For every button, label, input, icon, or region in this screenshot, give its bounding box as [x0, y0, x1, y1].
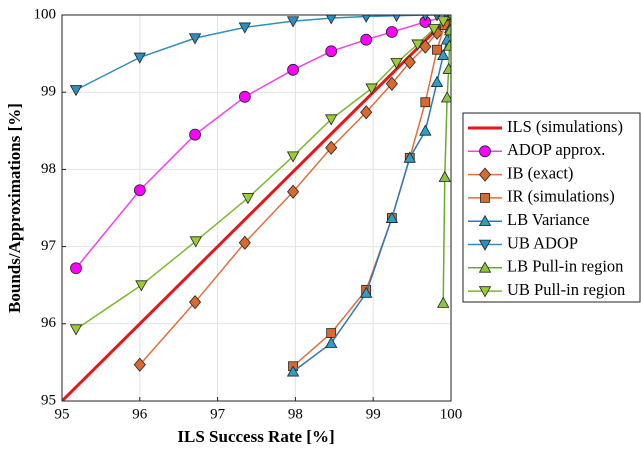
marker	[420, 97, 431, 108]
marker	[360, 105, 373, 120]
marker	[478, 167, 492, 182]
marker	[135, 280, 148, 292]
marker	[480, 192, 490, 203]
x-tick-label: 96	[132, 406, 148, 422]
marker	[385, 76, 398, 91]
y-tick-label: 100	[34, 6, 57, 22]
y-tick-label: 96	[41, 315, 57, 331]
marker	[427, 24, 441, 36]
marker	[478, 239, 492, 251]
x-tick-label: 99	[366, 406, 381, 422]
y-tick-label: 95	[41, 392, 56, 408]
marker	[241, 193, 255, 205]
marker	[403, 54, 416, 70]
y-tick-label: 99	[41, 84, 56, 100]
legend-label: UB Pull-in region	[507, 280, 625, 299]
legend-label: UB ADOP	[507, 233, 578, 252]
marker	[189, 295, 202, 310]
marker	[421, 15, 429, 22]
marker	[437, 296, 450, 308]
legend-label: IB (exact)	[507, 163, 573, 182]
legend-label: ILS (simulations)	[507, 117, 623, 136]
marker	[286, 16, 300, 28]
legend-label: IR (simulations)	[507, 187, 615, 206]
marker	[361, 15, 371, 23]
marker	[433, 15, 441, 22]
marker	[133, 52, 146, 64]
x-tick-label: 97	[210, 406, 226, 422]
marker	[443, 39, 451, 51]
marker	[325, 45, 338, 58]
marker	[478, 214, 492, 227]
series-line	[62, 15, 451, 401]
marker	[325, 15, 337, 25]
marker	[478, 261, 492, 273]
marker	[430, 75, 444, 87]
marker	[419, 124, 432, 136]
marker	[286, 365, 300, 377]
marker	[385, 26, 398, 38]
marker	[238, 22, 252, 34]
marker	[390, 58, 403, 70]
marker	[69, 324, 83, 336]
marker	[438, 170, 451, 182]
marker	[133, 184, 146, 197]
marker	[189, 128, 201, 141]
marker	[286, 151, 300, 163]
marker	[188, 33, 202, 45]
marker	[287, 63, 299, 76]
marker	[360, 33, 373, 46]
x-tick-label: 98	[288, 406, 303, 422]
marker	[419, 39, 432, 54]
marker	[238, 90, 251, 103]
marker	[365, 83, 378, 95]
x-axis-label: ILS Success Rate [%]	[177, 427, 334, 446]
marker	[287, 184, 300, 199]
marker	[437, 16, 450, 28]
y-tick-label: 98	[41, 161, 56, 177]
marker	[238, 235, 251, 250]
marker	[325, 140, 338, 155]
plot-frame	[61, 14, 452, 402]
marker	[444, 24, 451, 36]
marker	[325, 336, 338, 348]
legend-box	[462, 112, 641, 303]
x-tick-label: 95	[55, 406, 70, 422]
marker	[360, 286, 373, 298]
marker	[69, 85, 83, 97]
y-axis-label: Bounds/Approximations [%]	[5, 103, 24, 313]
x-tick-label: 100	[440, 406, 463, 422]
marker	[432, 44, 442, 55]
marker	[442, 62, 451, 74]
legend-label: LB Variance	[507, 210, 590, 229]
marker	[411, 39, 424, 51]
marker	[189, 236, 202, 248]
marker	[326, 328, 337, 338]
y-tick-label: 97	[41, 238, 57, 254]
legend-label: ADOP approx.	[507, 140, 605, 159]
marker	[447, 15, 451, 22]
marker	[437, 48, 450, 60]
series-line	[75, 15, 451, 269]
marker	[392, 15, 401, 23]
marker	[440, 91, 451, 103]
marker	[479, 145, 491, 158]
marker	[70, 262, 82, 275]
marker	[403, 151, 416, 163]
marker	[478, 286, 492, 298]
marker	[325, 114, 338, 126]
legend-label: LB Pull-in region	[507, 257, 623, 276]
marker	[133, 357, 146, 372]
marker	[385, 211, 399, 223]
